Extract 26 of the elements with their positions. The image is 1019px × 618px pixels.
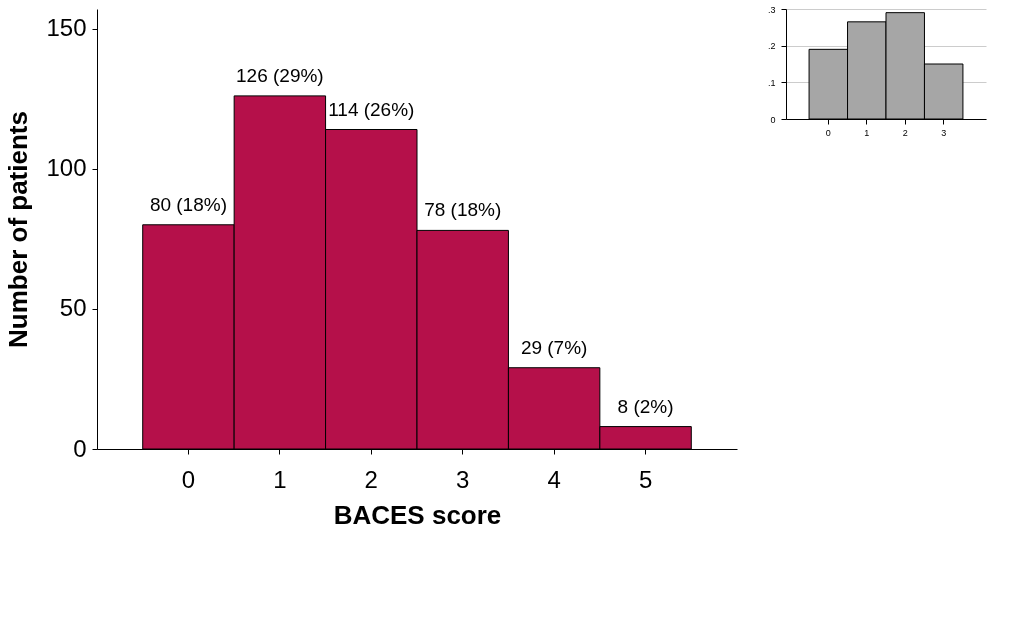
x-tick-label: 2 [364, 465, 378, 493]
data-label: 80 (18%) [149, 193, 227, 215]
x-tick-label: 0 [825, 127, 831, 138]
x-tick-label: 4 [547, 465, 561, 493]
x-tick-label: 2 [902, 127, 908, 138]
data-label: 78 (18%) [424, 199, 502, 221]
x-tick-label: 0 [181, 465, 196, 493]
x-tick-label: 3 [941, 127, 947, 138]
data-label: 114 (26%) [328, 98, 415, 120]
x-tick-label: 5 [638, 465, 653, 493]
x-tick-label: 1 [273, 465, 287, 493]
data-label: 29 (7%) [520, 336, 588, 358]
y-tick-label: 0 [73, 434, 87, 462]
x-tick-label: 1 [864, 127, 870, 138]
y-tick-label: .3 [767, 4, 776, 15]
x-axis-title: BACES score [333, 499, 502, 530]
y-axis-title: Number of patients [3, 111, 34, 348]
y-tick-label: .1 [767, 77, 776, 88]
data-label: 126 (29%) [236, 64, 324, 86]
y-tick-label: 0 [770, 114, 776, 125]
y-tick-label: 150 [46, 14, 87, 42]
y-tick-label: .2 [767, 41, 776, 52]
y-tick-label: 100 [46, 154, 87, 182]
data-label: 8 (2%) [617, 395, 674, 417]
x-tick-label: 3 [456, 465, 470, 493]
y-tick-label: 50 [59, 294, 87, 322]
